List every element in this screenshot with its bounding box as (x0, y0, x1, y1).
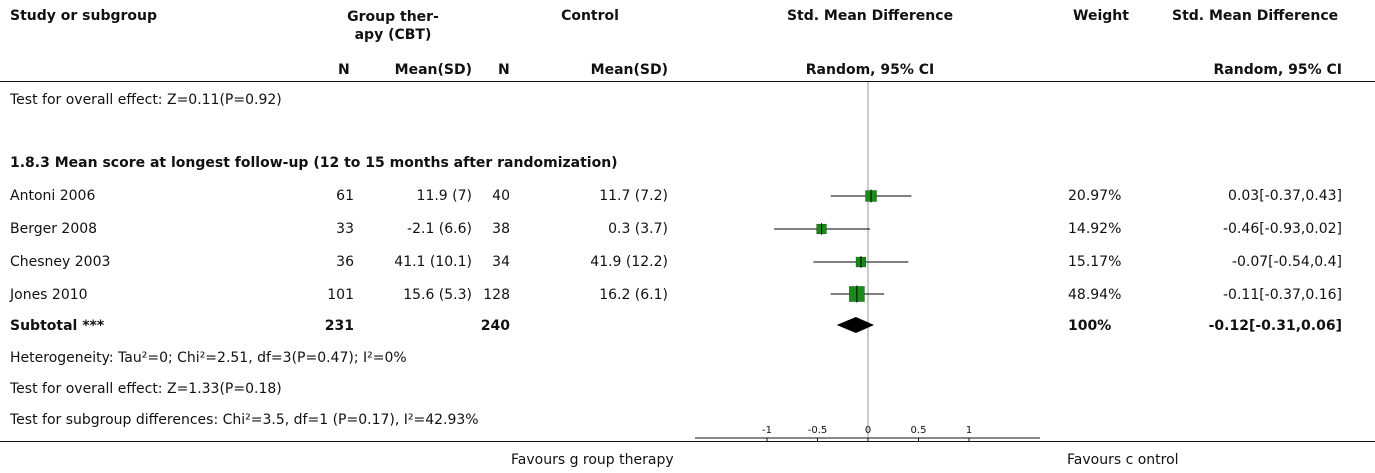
header-smd: Std. Mean Difference (786, 8, 954, 24)
header-group: Group ther- apy (CBT) (347, 9, 439, 43)
header-n1: N (338, 62, 350, 78)
study-mean2: 0.3 (3.7) (608, 221, 668, 237)
x-tick-label: 0 (865, 425, 871, 436)
subtotal-diamond (836, 317, 875, 333)
study-ci: -0.46[-0.93,0.02] (1223, 221, 1342, 237)
study-n2: 38 (492, 221, 510, 237)
study-mean1: -2.1 (6.6) (407, 221, 472, 237)
prev-overall-effect: Test for overall effect: Z=0.11(P=0.92) (10, 92, 282, 108)
x-tick-label: 1 (966, 425, 972, 436)
header-study: Study or subgroup (10, 8, 158, 24)
overall-effect-text: Test for overall effect: Z=1.33(P=0.18) (10, 381, 282, 397)
footer-divider (0, 441, 1375, 442)
header-n2: N (498, 62, 510, 78)
heterogeneity-text: Heterogeneity: Tau²=0; Chi²=2.51, df=3(P… (10, 350, 407, 366)
study-n2: 34 (492, 254, 510, 270)
study-mean1: 11.9 (7) (416, 188, 472, 204)
study-name: Antoni 2006 (10, 188, 96, 204)
study-name: Jones 2010 (10, 287, 88, 303)
study-weight: 14.92% (1068, 221, 1122, 237)
study-mean2: 16.2 (6.1) (599, 287, 668, 303)
subtotal-ci: -0.12[-0.31,0.06] (1208, 318, 1342, 334)
subtotal-weight: 100% (1068, 318, 1112, 334)
subtotal-n2: 240 (480, 318, 510, 334)
header-method: Random, 95% CI (805, 62, 935, 78)
header-smd-right: Std. Mean Difference (1172, 8, 1339, 24)
study-mean2: 41.9 (12.2) (590, 254, 668, 270)
study-ci: -0.11[-0.37,0.16] (1223, 287, 1342, 303)
study-n1: 33 (336, 221, 354, 237)
study-weight: 20.97% (1068, 188, 1122, 204)
x-tick-label: -1 (762, 425, 772, 436)
x-tick-label: -0.5 (808, 425, 828, 436)
subtotal-label: Subtotal *** (10, 318, 105, 334)
subgroup-title: 1.8.3 Mean score at longest follow-up (1… (10, 155, 618, 171)
header-mean1: Mean(SD) (394, 62, 472, 78)
study-ci: -0.07[-0.54,0.4] (1231, 254, 1342, 270)
header-divider (0, 81, 1375, 82)
study-ci: 0.03[-0.37,0.43] (1228, 188, 1342, 204)
study-n1: 36 (336, 254, 354, 270)
study-mean1: 15.6 (5.3) (403, 287, 472, 303)
study-n2: 40 (492, 188, 510, 204)
x-tick-label: 0.5 (911, 425, 927, 436)
header-method-right: Random, 95% CI (1213, 62, 1342, 78)
study-weight: 48.94% (1068, 287, 1122, 303)
header-weight: Weight (1073, 8, 1129, 24)
subgroup-differences-text: Test for subgroup differences: Chi²=3.5,… (10, 412, 479, 428)
subtotal-n1: 231 (324, 318, 354, 334)
favours-left-label: Favours g roup therapy (511, 452, 674, 468)
header-mean2: Mean(SD) (590, 62, 668, 78)
header-control: Control (561, 8, 619, 24)
study-n2: 128 (483, 287, 510, 303)
study-mean1: 41.1 (10.1) (394, 254, 472, 270)
study-mean2: 11.7 (7.2) (599, 188, 668, 204)
study-weight: 15.17% (1068, 254, 1122, 270)
study-n1: 61 (336, 188, 354, 204)
favours-right-label: Favours c ontrol (1067, 452, 1179, 468)
study-name: Berger 2008 (10, 221, 98, 237)
study-name: Chesney 2003 (10, 254, 111, 270)
study-n1: 101 (327, 287, 354, 303)
